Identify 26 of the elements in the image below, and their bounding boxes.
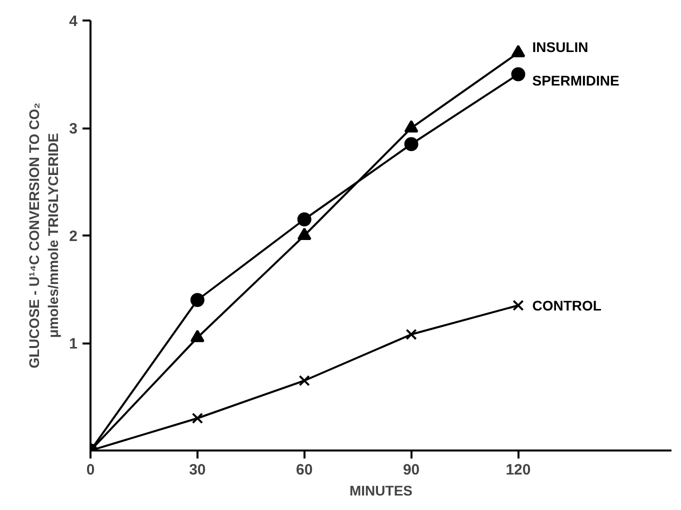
point — [406, 328, 417, 340]
y-tick-label: 3 — [69, 120, 78, 138]
x-tick-label: 90 — [402, 462, 420, 478]
y-axis-title: GLUCOSE - U¹⁴C CONVERSION TO CO₂ μmoles/mmole TRIGLYCERIDE — [26, 102, 62, 368]
series-label: INSULIN — [532, 38, 588, 55]
y-tick-label: 2 — [69, 228, 78, 245]
point — [404, 120, 418, 132]
point — [404, 137, 418, 152]
point — [190, 330, 204, 342]
point — [511, 67, 526, 82]
series-label: CONTROL — [532, 297, 602, 314]
point — [511, 44, 526, 58]
point — [512, 300, 524, 311]
y-tick-label: 1 — [69, 336, 78, 352]
x-tick-label: 0 — [86, 462, 95, 478]
x-tick-label: 120 — [506, 462, 531, 478]
point — [190, 293, 204, 307]
point — [297, 228, 312, 240]
x-axis-title: MINUTES — [350, 482, 412, 498]
point — [192, 412, 204, 424]
x-tick-label: 60 — [296, 462, 313, 478]
x-tick-label: 30 — [189, 462, 206, 478]
point — [297, 212, 312, 226]
y-tick-label: 4 — [69, 13, 78, 30]
series-label: SPERMIDINE — [532, 72, 620, 88]
point — [298, 375, 310, 386]
